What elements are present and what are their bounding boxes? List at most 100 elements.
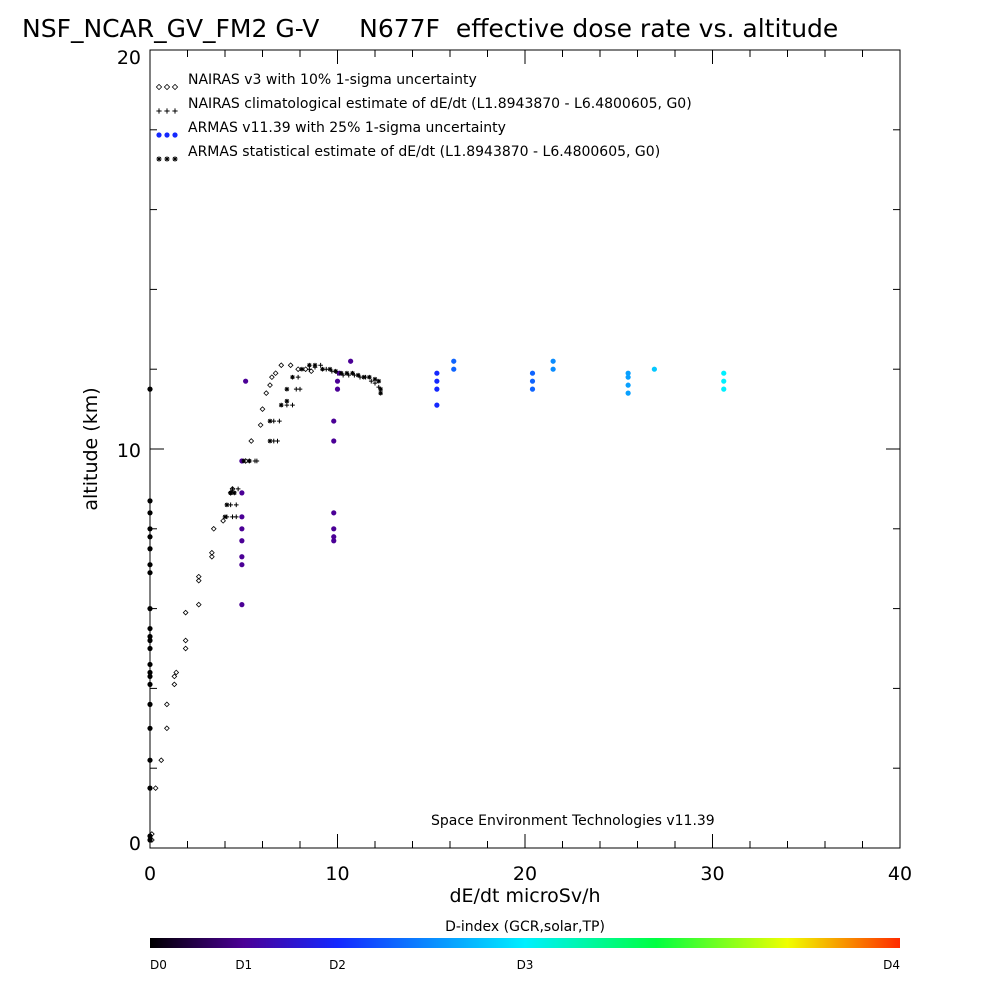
- armas-stat-point: [307, 362, 312, 368]
- nairas-point: [269, 374, 275, 381]
- armas-point: [721, 378, 727, 384]
- nairas-clim-point: [172, 108, 178, 114]
- armas-point: [550, 358, 556, 364]
- nairas-clim-point: [164, 108, 170, 114]
- armas-point: [348, 358, 354, 364]
- nairas-point: [257, 422, 264, 428]
- armas-point: [147, 606, 153, 612]
- nairas-point: [182, 609, 189, 616]
- legend-label: ARMAS statistical estimate of dE/dt (L1.…: [188, 144, 660, 160]
- nairas-point: [163, 83, 171, 91]
- nairas-clim-point: [233, 502, 239, 508]
- axis-tick-labels: 0 10 20 30 40 0 10 20: [117, 47, 912, 885]
- armas-stat-point: [278, 402, 284, 408]
- armas-point: [147, 757, 153, 763]
- legend-label: ARMAS v11.39 with 25% 1-sigma uncertaint…: [188, 120, 506, 136]
- legend-item: ARMAS v11.39 with 25% 1-sigma uncertaint…: [156, 120, 506, 138]
- armas-point: [239, 554, 245, 560]
- armas-stat-point: [367, 374, 372, 380]
- armas-stat-point: [267, 438, 273, 444]
- y-tick-label: 0: [129, 833, 141, 855]
- armas-point: [147, 526, 153, 532]
- nairas-point: [171, 673, 178, 680]
- colorbar-label: D0: [150, 958, 167, 972]
- data-points: [147, 358, 727, 843]
- armas-point: [147, 637, 153, 644]
- nairas-point: [209, 549, 215, 556]
- armas-stat-point: [361, 374, 367, 380]
- armas-point: [239, 602, 245, 608]
- armas-point: [331, 526, 337, 532]
- armas-stat-point: [344, 370, 350, 376]
- armas-stat-point: [378, 390, 383, 396]
- nairas-point: [155, 83, 163, 91]
- armas-point: [147, 570, 153, 576]
- nairas-clim-point: [233, 514, 239, 520]
- nairas-clim-point: [318, 362, 323, 368]
- legend-item: NAIRAS climatological estimate of dE/dt …: [156, 96, 692, 114]
- nairas-point: [158, 757, 165, 764]
- armas-point: [147, 645, 153, 652]
- armas-point: [451, 366, 457, 372]
- nairas-point: [263, 390, 270, 397]
- armas-point: [334, 386, 341, 392]
- nairas-point: [152, 785, 159, 792]
- colorbar-gradient: [150, 938, 900, 948]
- colorbar: D-index (GCR,solar,TP): [150, 919, 900, 948]
- armas-point: [239, 562, 245, 568]
- armas-stat-point: [299, 366, 305, 372]
- armas-point: [147, 661, 153, 668]
- legend-label: NAIRAS climatological estimate of dE/dt …: [188, 96, 692, 112]
- armas-point: [625, 382, 631, 388]
- armas-stat-point: [267, 418, 273, 424]
- armas-point: [334, 378, 341, 384]
- armas-stat-point: [156, 156, 162, 162]
- armas-point: [331, 538, 337, 544]
- y-axis-title: altitude (km): [80, 387, 102, 510]
- armas-point: [147, 498, 153, 504]
- armas-point: [147, 681, 153, 688]
- nairas-clim-point: [372, 380, 378, 386]
- armas-point: [147, 669, 153, 676]
- armas-point: [243, 378, 249, 384]
- armas-point: [529, 370, 536, 376]
- armas-stat-point: [372, 376, 378, 382]
- armas-point: [147, 534, 153, 540]
- armas-point: [147, 837, 153, 843]
- nairas-point: [182, 645, 189, 652]
- armas-point: [147, 725, 153, 731]
- armas-stat-point: [378, 386, 383, 392]
- colorbar-label: D2: [329, 958, 346, 972]
- armas-stat-point: [355, 372, 361, 378]
- armas-point: [434, 378, 440, 384]
- armas-stat-point: [290, 374, 295, 380]
- nairas-clim-point: [230, 486, 235, 492]
- nairas-point: [209, 553, 215, 560]
- nairas-point: [210, 525, 217, 532]
- armas-stat-point: [376, 378, 382, 384]
- nairas-clim-point: [156, 108, 162, 114]
- armas-stat-point: [320, 366, 325, 372]
- armas-point: [147, 673, 153, 680]
- armas-point: [434, 386, 440, 392]
- armas-point: [529, 386, 536, 392]
- armas-stat-point: [164, 156, 170, 162]
- nairas-point: [171, 681, 178, 688]
- armas-point: [147, 785, 153, 791]
- x-tick-label: 40: [888, 863, 912, 885]
- nairas-clim-point: [368, 378, 374, 384]
- armas-stat-point: [224, 502, 230, 508]
- nairas-clim-point: [284, 402, 290, 408]
- armas-point: [550, 366, 556, 372]
- series-plus: [224, 362, 382, 520]
- nairas-clim-point: [254, 458, 260, 464]
- armas-stat-point: [284, 398, 290, 404]
- nairas-point: [278, 362, 285, 369]
- armas-point: [147, 833, 153, 839]
- nairas-clim-point: [277, 418, 282, 424]
- armas-point: [147, 562, 153, 568]
- nairas-clim-point: [297, 386, 303, 392]
- armas-point: [172, 132, 178, 138]
- armas-point: [164, 132, 170, 138]
- armas-point: [239, 514, 245, 520]
